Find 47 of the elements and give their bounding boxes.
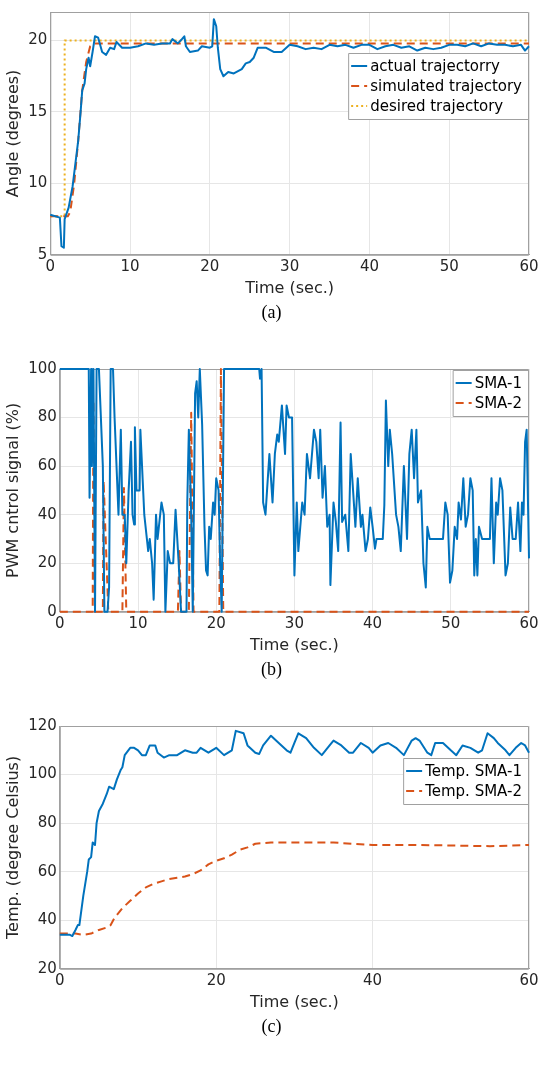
x-tick-label: 50: [439, 256, 459, 275]
y-tick-label: 0: [47, 601, 57, 620]
x-tick-label: 60: [519, 613, 539, 632]
legend-label: SMA-2: [474, 393, 523, 412]
legend-label: actual trajectorry: [370, 56, 501, 75]
y-tick-label: 60: [37, 456, 57, 475]
x-tick-label: 40: [359, 256, 379, 275]
line-series: [58, 841, 530, 936]
y-tick-label: 120: [28, 715, 57, 734]
x-tick-label: 20: [206, 970, 226, 989]
x-tick-label: 40: [363, 970, 383, 989]
y-axis-title: Temp. (degree Celsius): [2, 755, 22, 940]
x-tick-label: 20: [206, 613, 226, 632]
y-tick-label: 40: [37, 910, 57, 929]
y-tick-label: 80: [37, 813, 57, 832]
x-tick-label: 30: [280, 256, 300, 275]
x-tick-label: 10: [120, 256, 140, 275]
x-tick-label: 10: [128, 613, 148, 632]
y-tick-label: 10: [28, 173, 48, 192]
text: (c): [260, 1016, 283, 1037]
y-tick-label: 20: [28, 30, 48, 49]
x-tick-label: 60: [519, 970, 539, 989]
y-tick-label: 15: [28, 101, 48, 120]
y-tick-label: 100: [28, 358, 57, 377]
legend-label: simulated trajectory: [370, 76, 523, 95]
y-tick-label: 40: [37, 504, 57, 523]
x-axis-title: Time (sec.): [249, 634, 339, 654]
legend-label: Temp. SMA-1: [424, 761, 523, 780]
x-tick-label: 50: [441, 613, 461, 632]
y-tick-label: 20: [37, 958, 57, 977]
y-tick-label: 80: [37, 407, 57, 426]
x-axis-title: Time (sec.): [249, 991, 339, 1011]
y-tick-label: 60: [37, 861, 57, 880]
legend-label: desired trajectory: [370, 96, 504, 115]
x-tick-label: 40: [363, 613, 383, 632]
text: (b): [260, 659, 283, 680]
x-axis-title: Time (sec.): [244, 277, 335, 297]
text: (a): [260, 302, 283, 323]
x-tick-label: 20: [200, 256, 220, 275]
legend-label: Temp. SMA-2: [424, 781, 523, 800]
y-tick-label: 20: [37, 553, 57, 572]
x-tick-label: 30: [284, 613, 304, 632]
legend-label: SMA-1: [474, 373, 523, 392]
y-axis-title: PWM cntrol signal (%): [2, 402, 22, 579]
y-tick-label: 100: [28, 764, 57, 783]
x-tick-label: 60: [519, 256, 539, 275]
y-axis-title: Angle (degrees): [2, 69, 22, 198]
